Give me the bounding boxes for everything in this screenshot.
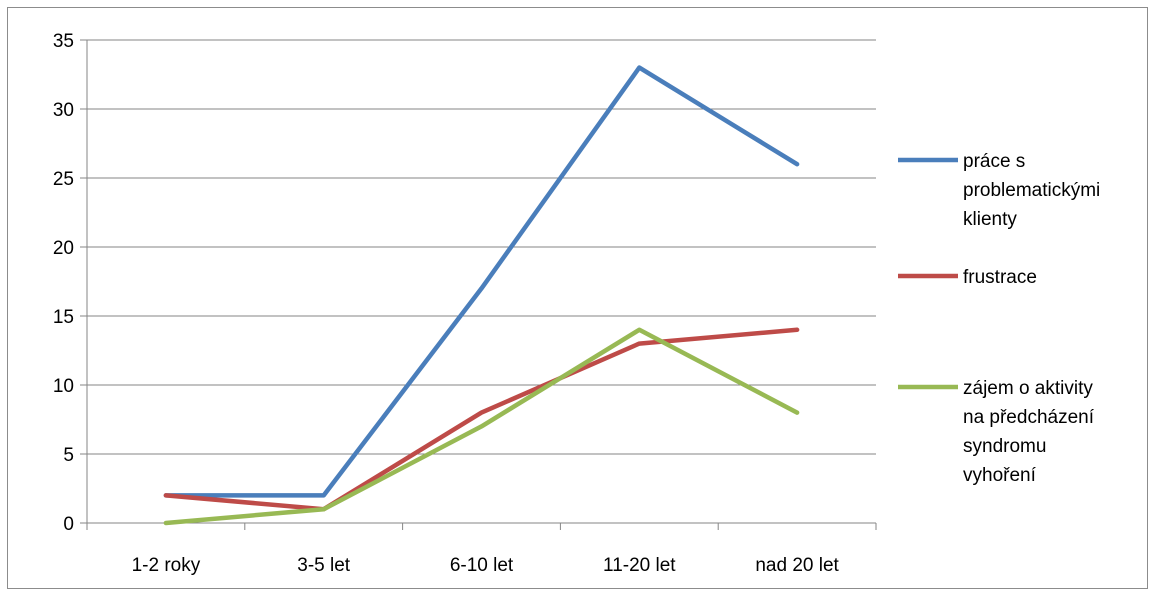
legend-label-line: frustrace bbox=[963, 267, 1037, 288]
legend-item-1: práce s problematickými klienty bbox=[898, 151, 1100, 230]
y-axis-tick-labels: 0 5 10 15 20 25 30 35 bbox=[53, 31, 74, 535]
legend-label-line: syndromu bbox=[963, 436, 1046, 457]
legend-label-line: problematickými bbox=[963, 180, 1100, 201]
y-tick-label: 35 bbox=[53, 31, 74, 52]
x-axis-tick-labels: 1-2 roky 3-5 let 6-10 let 11-20 let nad 20 l… bbox=[132, 555, 840, 576]
y-tick-label: 25 bbox=[53, 169, 74, 190]
y-tick-label: 0 bbox=[63, 514, 74, 535]
series-lines bbox=[163, 65, 800, 526]
axes bbox=[80, 39, 877, 530]
legend-label-line: klienty bbox=[963, 209, 1017, 230]
legend: práce s problematickými klienty frustrace zá… bbox=[898, 151, 1100, 486]
chart-frame bbox=[7, 7, 1148, 589]
y-tick-label: 10 bbox=[53, 376, 74, 397]
legend-item-3: zájem o aktivity na předcházení syndromu vy… bbox=[898, 378, 1095, 486]
x-tick-label: 1-2 roky bbox=[132, 555, 201, 576]
series-line-2 bbox=[163, 327, 800, 512]
legend-label-line: vyhoření bbox=[963, 465, 1037, 486]
legend-label-line: zájem o aktivity bbox=[963, 378, 1093, 399]
x-tick-label: nad 20 let bbox=[755, 555, 839, 576]
legend-item-2: frustrace bbox=[898, 267, 1037, 288]
y-tick-label: 15 bbox=[53, 307, 74, 328]
y-tick-label: 5 bbox=[63, 445, 74, 466]
x-tick-label: 6-10 let bbox=[450, 555, 514, 576]
x-tick-label: 11-20 let bbox=[603, 555, 676, 576]
legend-label-line: na předcházení bbox=[963, 407, 1095, 428]
y-tick-label: 20 bbox=[53, 238, 74, 259]
legend-label-line: práce s bbox=[963, 151, 1025, 172]
y-tick-label: 30 bbox=[53, 100, 74, 121]
x-tick-label: 3-5 let bbox=[297, 555, 351, 576]
series-line-1 bbox=[163, 65, 800, 498]
